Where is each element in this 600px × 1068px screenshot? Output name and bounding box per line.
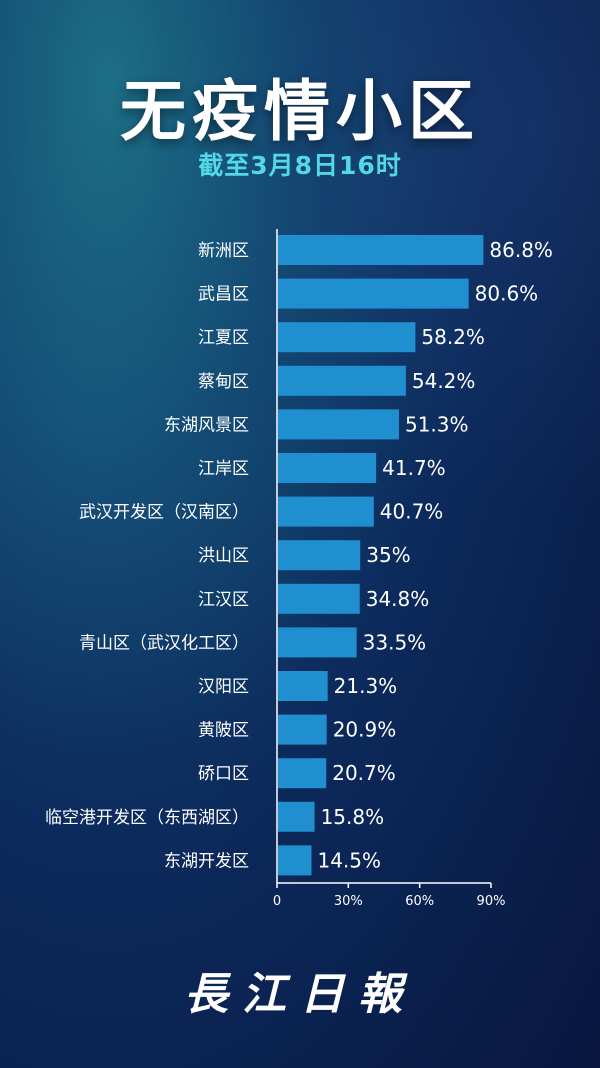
value-label: 33.5% (363, 630, 427, 654)
category-label: 东湖风景区 (164, 415, 249, 435)
value-label: 40.7% (380, 500, 444, 524)
bar (278, 322, 416, 353)
bar (278, 540, 361, 571)
bar (278, 235, 484, 265)
category-label: 江岸区 (198, 459, 249, 479)
page-subtitle: 截至3月8日16时 (198, 151, 402, 180)
category-label: 新洲区 (198, 241, 249, 261)
value-label: 21.3% (334, 674, 398, 698)
value-label: 54.2% (412, 369, 476, 393)
category-label: 洪山区 (198, 546, 249, 566)
value-label: 20.9% (333, 718, 397, 742)
value-label: 86.8% (489, 238, 553, 262)
value-label: 20.7% (332, 761, 396, 785)
bar (278, 583, 360, 614)
category-label: 东湖开发区 (164, 851, 249, 871)
bar (278, 801, 315, 832)
value-label: 35% (366, 543, 410, 567)
category-label: 临空港开发区（东西湖区） (45, 808, 249, 828)
bar (278, 409, 399, 440)
bar (278, 453, 377, 483)
value-label: 41.7% (382, 456, 446, 480)
value-label: 34.8% (366, 587, 430, 611)
x-tick-label: 90% (477, 894, 506, 909)
category-label: 硚口区 (198, 764, 249, 784)
value-label: 51.3% (405, 412, 469, 436)
bar (278, 758, 327, 789)
category-label: 武汉开发区（汉南区） (79, 503, 249, 523)
category-label: 武昌区 (198, 285, 249, 305)
newspaper-logo: 長江日報 (184, 969, 416, 1020)
category-label: 江夏区 (198, 328, 249, 348)
bar (278, 278, 469, 309)
bar (278, 671, 328, 701)
page-title: 无疫情小区 (120, 73, 480, 150)
category-label: 江汉区 (198, 590, 249, 610)
x-tick-label: 60% (405, 894, 434, 909)
x-tick-label: 0 (273, 894, 281, 909)
value-label: 14.5% (317, 848, 381, 872)
bar (278, 845, 312, 876)
x-tick-label: 30% (334, 894, 363, 909)
category-label: 蔡甸区 (198, 372, 249, 392)
category-label: 青山区（武汉化工区） (79, 633, 249, 653)
value-label: 80.6% (475, 282, 539, 306)
value-label: 15.8% (321, 805, 385, 829)
bar (278, 714, 327, 745)
bar (278, 496, 374, 527)
bar (278, 627, 357, 658)
bar (278, 365, 406, 396)
category-label: 黄陂区 (198, 721, 249, 741)
value-label: 58.2% (421, 325, 485, 349)
category-label: 汉阳区 (198, 677, 249, 697)
bar-chart: 新洲区 86.8% 武昌区 80.6% 江夏区 58.2% 蔡甸区 54.2% 东湖风景区 51.… (45, 229, 553, 909)
